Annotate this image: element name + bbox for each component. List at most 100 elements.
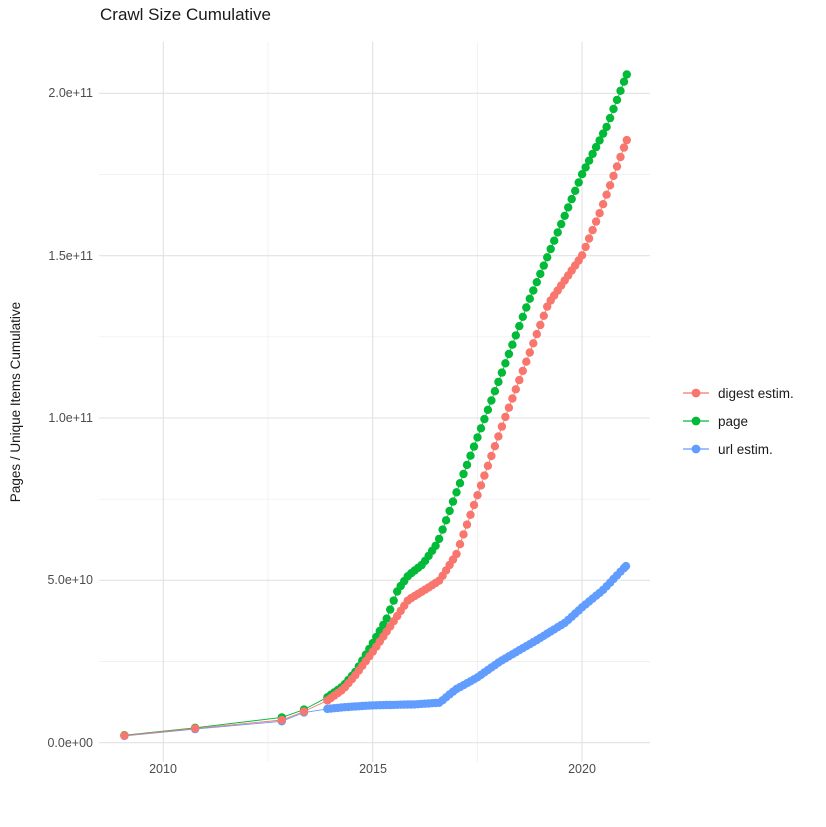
legend-key-point [691, 388, 701, 398]
data-point [459, 469, 468, 479]
data-point [584, 234, 594, 243]
data-point [469, 500, 479, 510]
data-point [598, 200, 608, 209]
legend-key [683, 388, 709, 398]
data-point [504, 349, 514, 359]
data-point [473, 433, 482, 442]
data-point [609, 171, 618, 181]
data-point [560, 211, 569, 220]
data-point [574, 178, 583, 187]
data-point [434, 534, 444, 544]
data-point [529, 339, 538, 348]
data-point [525, 294, 534, 303]
data-point [619, 77, 629, 86]
data-point [529, 286, 538, 295]
data-point [511, 331, 520, 340]
y-axis-title: Pages / Unique Items Cumulative [8, 301, 23, 503]
data-point [518, 312, 527, 321]
data-point [550, 236, 559, 245]
data-point [591, 142, 601, 152]
data-point [490, 387, 500, 396]
legend-label: digest estim. [718, 385, 794, 401]
data-point [455, 479, 465, 488]
data-point [581, 242, 590, 252]
data-point [543, 253, 552, 262]
data-point [452, 488, 461, 497]
data-point [539, 311, 548, 320]
data-point [501, 412, 510, 422]
data-point [459, 530, 468, 539]
data-point [504, 403, 514, 412]
legend-label: page [718, 413, 749, 429]
data-point [591, 217, 601, 226]
data-point [577, 170, 587, 179]
data-point [539, 261, 548, 270]
data-point [584, 156, 594, 165]
data-point [490, 442, 500, 451]
data-point [386, 605, 395, 614]
data-point [379, 620, 388, 630]
data-point [483, 405, 493, 414]
data-point [497, 422, 507, 431]
legend-label: url estim. [718, 441, 773, 457]
data-point [431, 541, 440, 550]
data-point [445, 506, 454, 516]
data-point [595, 209, 604, 218]
data-point [501, 359, 510, 368]
data-point [480, 471, 489, 480]
legend: digest estim. page url estim. [681, 379, 794, 463]
data-point [515, 375, 524, 385]
data-point [581, 163, 590, 172]
data-point [612, 95, 622, 105]
x-tick-label-2015: 2015 [359, 762, 387, 776]
data-point [522, 303, 531, 312]
data-point [532, 329, 541, 339]
data-point [438, 525, 447, 534]
data-point [487, 451, 496, 461]
data-point [190, 724, 200, 733]
data-point [522, 357, 531, 366]
data-point [483, 461, 493, 470]
data-point [622, 70, 631, 79]
legend-entry-page: page [681, 407, 794, 435]
data-point [602, 122, 611, 132]
data-point [277, 715, 286, 725]
y-tick-label-4: 2.0e+11 [48, 86, 93, 100]
data-point [567, 194, 576, 204]
data-point [543, 302, 552, 311]
data-point [441, 516, 451, 525]
legend-key-point [691, 444, 701, 454]
y-tick-label-0: 0.0e+00 [47, 736, 93, 750]
data-point [621, 561, 631, 571]
data-point [546, 244, 555, 254]
x-tick-label-2020: 2020 [568, 762, 596, 776]
data-point [455, 540, 465, 549]
data-point [577, 251, 587, 260]
data-point [536, 269, 545, 279]
data-point [494, 377, 503, 387]
data-point [598, 129, 608, 138]
data-point [299, 707, 309, 716]
data-point [462, 460, 472, 470]
data-point [525, 348, 534, 357]
x-tick-label-2010: 2010 [149, 762, 177, 776]
data-point [382, 614, 391, 623]
data-point [571, 186, 580, 195]
data-point [487, 396, 496, 405]
data-point [605, 181, 615, 190]
data-point [389, 596, 398, 605]
legend-entry-digest-estim: digest estim. [681, 379, 794, 407]
data-point [536, 320, 545, 330]
data-point [564, 203, 573, 212]
data-point [616, 152, 625, 162]
data-point [508, 394, 517, 403]
data-point [466, 451, 475, 460]
data-point [466, 510, 475, 519]
data-point [511, 385, 520, 394]
legend-entry-url-estim: url estim. [681, 435, 794, 463]
data-point [595, 136, 604, 145]
data-point [469, 442, 479, 451]
data-point [616, 86, 625, 96]
